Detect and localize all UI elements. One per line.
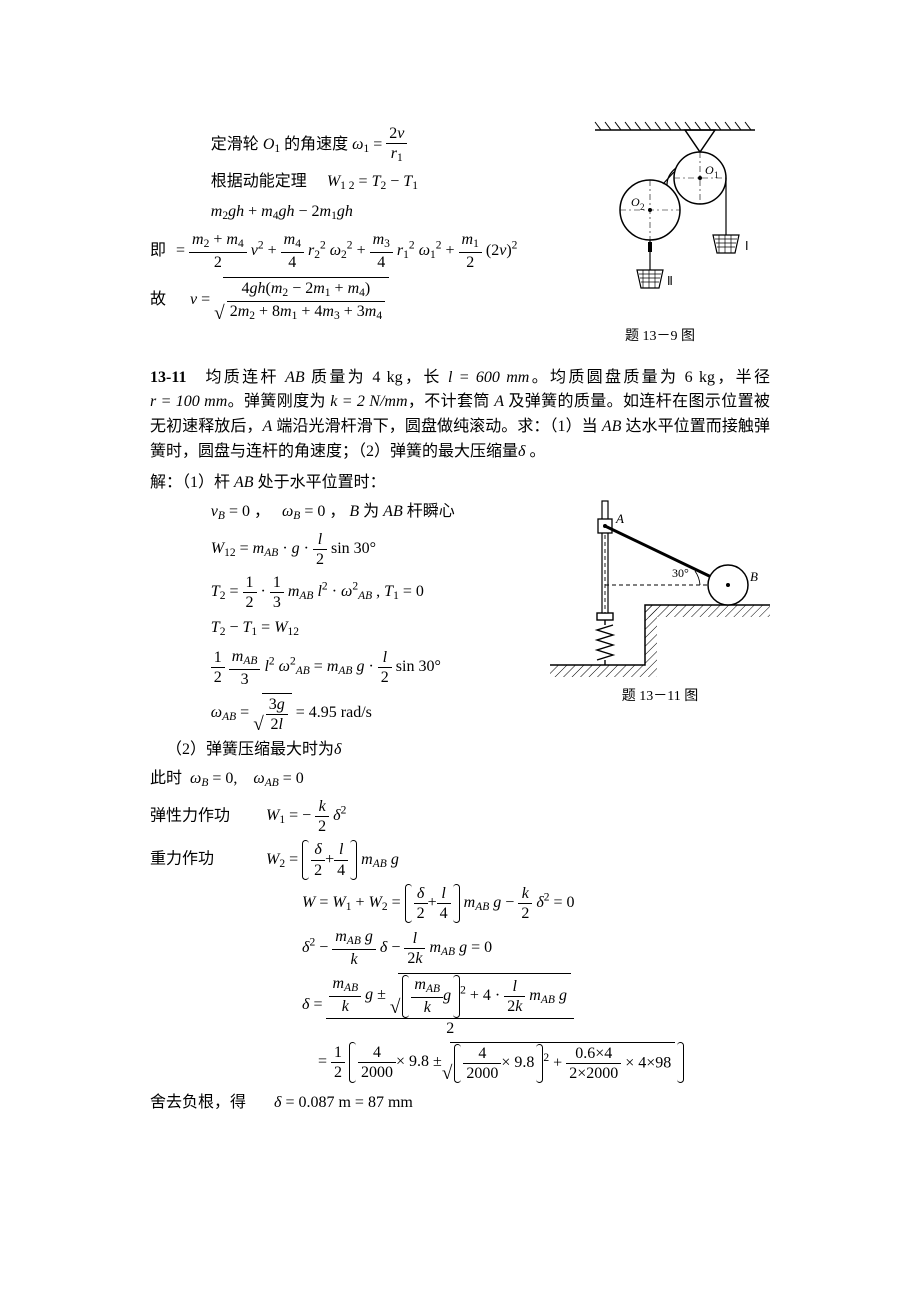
svg-text:1: 1 [714, 170, 719, 180]
ps-l: l = 600 mm [448, 369, 529, 386]
svg-text:O: O [631, 195, 640, 209]
ps-k: k = 2 N/mm [330, 393, 407, 410]
eq-W12-sin: W12 = mAB · g · l2 sin 30° [211, 540, 376, 557]
eq-v-final: v = √ 4gh(m2 − 2m1 + m4) 2m2 + 8m1 + 4m3… [190, 277, 389, 324]
ps-2: 质量为 4 kg，长 [305, 369, 448, 386]
eq-omega1: ω1 = 2vr1 [352, 136, 407, 153]
unit-m: m = [334, 1094, 367, 1111]
lbl-spring-work: 弹性力作功 [150, 807, 230, 824]
ps-3: 。均质圆盘质量为 6 kg，半径 [529, 369, 770, 386]
lbl-dongneng: 根据动能定理 [211, 173, 307, 190]
svg-text:Ⅰ: Ⅰ [745, 239, 749, 253]
ps-4: 。弹簧刚度为 [227, 393, 330, 410]
eq-W1-spring: W1 = − k2 δ2 [266, 807, 346, 824]
ps-A2: A [262, 418, 272, 435]
eq-quadratic-sol: δ = mABk g ± √ mABk g 2 + 4 · l2k [302, 996, 574, 1013]
svg-text:2: 2 [640, 202, 645, 212]
figure-13-11-caption: 题 13－11 图 [622, 686, 698, 708]
ps-1: 均质连杆 [205, 369, 285, 386]
svg-text:B: B [750, 569, 758, 584]
eq-T2T1W12: T2 − T1 = W12 [211, 619, 299, 636]
lbl-o1-pre: 定滑轮 [211, 136, 263, 153]
eq-T2: T2 = 12 · 13 mAB l2 · ω2AB , T1 = 0 [211, 583, 424, 600]
problem-id: 13-11 [150, 369, 186, 386]
lbl-o1-mid: 的角速度 [284, 136, 348, 153]
delta-mm: 87 [368, 1094, 384, 1111]
eq-lhs-energy: m2gh + m4gh − 2m1gh [211, 203, 353, 220]
eq-omega-zero: ωB = 0, ωAB = 0 [190, 770, 304, 787]
eq-vb: vB = 0 ， ωB = 0 ， [211, 503, 350, 520]
eq-ke-balance: 12 mAB3 l2 ω2AB = mAB g · l2 sin 30° [211, 658, 441, 675]
figure-13-11-wrap: A 30° B 题 13－11 图 [550, 495, 770, 1120]
figure-13-9-caption: 题 13－9 图 [625, 326, 695, 348]
lbl-ji: 即 [150, 239, 166, 264]
solution-body: 解：（1）杆 AB 处于水平位置时： vB = 0 ， ωB = 0 ， B 为… [150, 467, 538, 1120]
omega-unit: rad/s [337, 704, 372, 721]
ps-A: A [494, 393, 504, 410]
eq-rhs-energy: = m2 + m42 v2 + m44 r22 ω22 + m34 r12 ω1… [176, 230, 517, 272]
sol-ab: AB [234, 474, 254, 491]
ps-ab1: AB [285, 369, 305, 386]
figure-13-9: O 1 O 2 [555, 120, 765, 320]
ps-ab2: AB [602, 418, 622, 435]
svg-text:Ⅱ: Ⅱ [667, 274, 673, 288]
svg-text:O: O [705, 163, 714, 177]
svg-text:30°: 30° [672, 566, 689, 580]
svg-text:A: A [615, 511, 624, 526]
eq-W2-grav: W2 = δ2 + l4 mAB g [266, 851, 399, 868]
ps-r: r = 100 mm [150, 393, 227, 410]
eq-work-ke: W1 2 = T2 − T1 [327, 173, 418, 190]
eq-omega-ab: ωAB = √ 3g2l = 4.95 rad/s [211, 704, 372, 721]
txt-vb: 为 [363, 503, 383, 520]
delta-m: 0.087 [298, 1094, 334, 1111]
part2-title: （2）弹簧压缩最大时为 [166, 741, 334, 758]
omega-val: 4.95 [309, 704, 337, 721]
unit-mm: mm [384, 1094, 413, 1111]
lbl-cishi: 此时 [150, 770, 182, 787]
problem-13-11-statement: 13-11 均质连杆 AB 质量为 4 kg，长 l = 600 mm。均质圆盘… [150, 366, 770, 465]
figure-13-9-wrap: O 1 O 2 [550, 120, 770, 348]
lbl-discard: 舍去负根，得 [150, 1094, 246, 1111]
ps-9: 。 [525, 443, 545, 460]
lbl-grav-work: 重力作功 [150, 851, 214, 868]
lbl-gu: 故 [150, 288, 166, 313]
eq-quadratic: δ2 − mAB gk δ − l2k mAB g = 0 [302, 939, 492, 956]
eq-delta-final: δ = 0.087 m = 87 mm [274, 1094, 413, 1111]
ps-7: 端沿光滑杆滑下，圆盘做纯滚动。求：（1）当 [272, 418, 602, 435]
figure-13-11: A 30° B [550, 495, 770, 680]
sol-suf: 处于水平位置时： [254, 474, 386, 491]
sym-O1: O1 [263, 136, 280, 153]
section-13-9-text: 定滑轮 O1 的角速度 ω1 = 2vr1 根据动能定理 W1 2 = T2 −… [150, 120, 538, 348]
eq-W-sum: W = W1 + W2 = δ2 + l4 mAB g − k2 δ2 = 0 [302, 894, 575, 911]
section-13-9-cont: 定滑轮 O1 的角速度 ω1 = 2vr1 根据动能定理 W1 2 = T2 −… [150, 120, 770, 348]
sol-pre: 解：（1）杆 [150, 474, 234, 491]
ps-5: ，不计套筒 [408, 393, 495, 410]
